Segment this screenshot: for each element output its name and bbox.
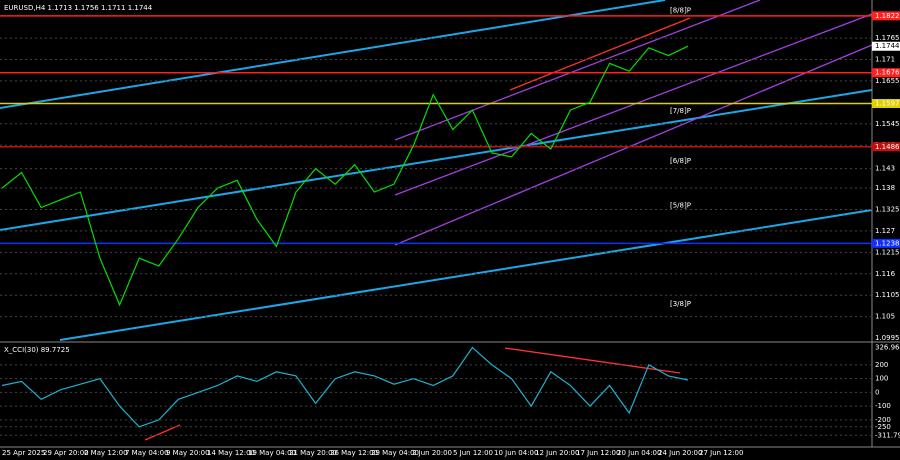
x-tick-label: 12 Jun 20:00 — [535, 449, 579, 457]
murrey-label: [5/8]P — [670, 202, 691, 210]
divergence-line — [504, 347, 681, 374]
x-tick-label: 20 Jun 04:00 — [617, 449, 661, 457]
level-box — [872, 238, 900, 248]
x-tick-label: 24 Jun 20:00 — [658, 449, 702, 457]
x-tick-label: 5 Jun 12:00 — [453, 449, 493, 457]
y-tick-label: 1.1215 — [875, 248, 900, 256]
x-tick-label: 2 May 12:00 — [84, 449, 128, 457]
channel-line — [394, 13, 873, 196]
level-box — [872, 68, 900, 78]
panel-title: X_CCI(30) 89.7725 — [4, 346, 70, 354]
x-tick-label: 2 Jun 20:00 — [412, 449, 452, 457]
level-label: 1.1822 — [875, 12, 900, 20]
x-tick-label: 14 May 12:00 — [207, 449, 255, 457]
current-price-label: 1.1744 — [875, 42, 900, 50]
y-tick-label: -250 — [875, 423, 891, 431]
x-tick-label: 9 May 20:00 — [166, 449, 210, 457]
murrey-label: [7/8]P — [670, 107, 691, 115]
level-label: 1.1597 — [875, 100, 900, 108]
channel-line — [394, 0, 761, 141]
y-tick-label: 1.1105 — [875, 291, 900, 299]
x-tick-label: 19 May 04:00 — [248, 449, 296, 457]
y-tick-label: -311.798 — [875, 431, 900, 439]
level-label: 1.1238 — [875, 239, 900, 247]
y-tick-label: 1.138 — [875, 184, 895, 192]
y-tick-label: -200 — [875, 416, 891, 424]
x-tick-label: 17 Jun 12:00 — [576, 449, 620, 457]
price-line — [1, 346, 689, 428]
level-box — [872, 142, 900, 152]
murrey-label: [3/8]P — [670, 300, 691, 308]
y-tick-label: 200 — [875, 361, 888, 369]
y-tick-label: -100 — [875, 402, 891, 410]
resistance-line — [509, 17, 691, 91]
x-tick-label: 29 Apr 20:00 — [43, 449, 89, 457]
current-price-box — [872, 41, 900, 51]
x-tick-label: 10 Jun 04:00 — [494, 449, 538, 457]
divergence-line — [144, 424, 181, 441]
y-tick-label: 1.1545 — [875, 120, 900, 128]
y-tick-label: 100 — [875, 375, 888, 383]
x-tick-label: 7 May 04:00 — [125, 449, 169, 457]
y-tick-label: 1.105 — [875, 313, 895, 321]
y-tick-label: 1.1325 — [875, 205, 900, 213]
trend-line — [59, 209, 873, 341]
level-label: 1.1486 — [875, 143, 900, 151]
y-tick-label: 1.143 — [875, 165, 895, 173]
y-tick-label: 1.0995 — [875, 334, 900, 342]
murrey-label: [6/8]P — [670, 157, 691, 165]
drawings — [0, 0, 873, 441]
price-line — [1, 45, 689, 307]
channel-line — [394, 44, 873, 246]
level-box — [872, 11, 900, 21]
y-tick-label: 0 — [875, 388, 879, 396]
x-tick-label: 29 May 04:00 — [371, 449, 419, 457]
panel-title: EURUSD,H4 1.1713 1.1756 1.1711 1.1744 — [4, 4, 153, 12]
y-tick-label: 1.127 — [875, 227, 895, 235]
y-tick-label: 1.1765 — [875, 34, 900, 42]
trend-line — [0, 89, 873, 231]
y-tick-label: 1.171 — [875, 55, 895, 63]
x-tick-label: 21 May 20:00 — [289, 449, 337, 457]
y-tick-label: 1.116 — [875, 270, 896, 278]
murrey-label: [8/8]P — [670, 6, 691, 14]
trend-line — [0, 0, 666, 109]
level-label: 1.1676 — [875, 69, 900, 77]
level-box — [872, 99, 900, 109]
y-tick-label: 326.9647 — [875, 343, 900, 351]
x-tick-label: 26 May 12:00 — [330, 449, 378, 457]
y-tick-label: 1.1655 — [875, 77, 900, 85]
x-tick-label: 27 Jun 12:00 — [699, 449, 743, 457]
x-tick-label: 25 Apr 2025 — [2, 449, 45, 457]
